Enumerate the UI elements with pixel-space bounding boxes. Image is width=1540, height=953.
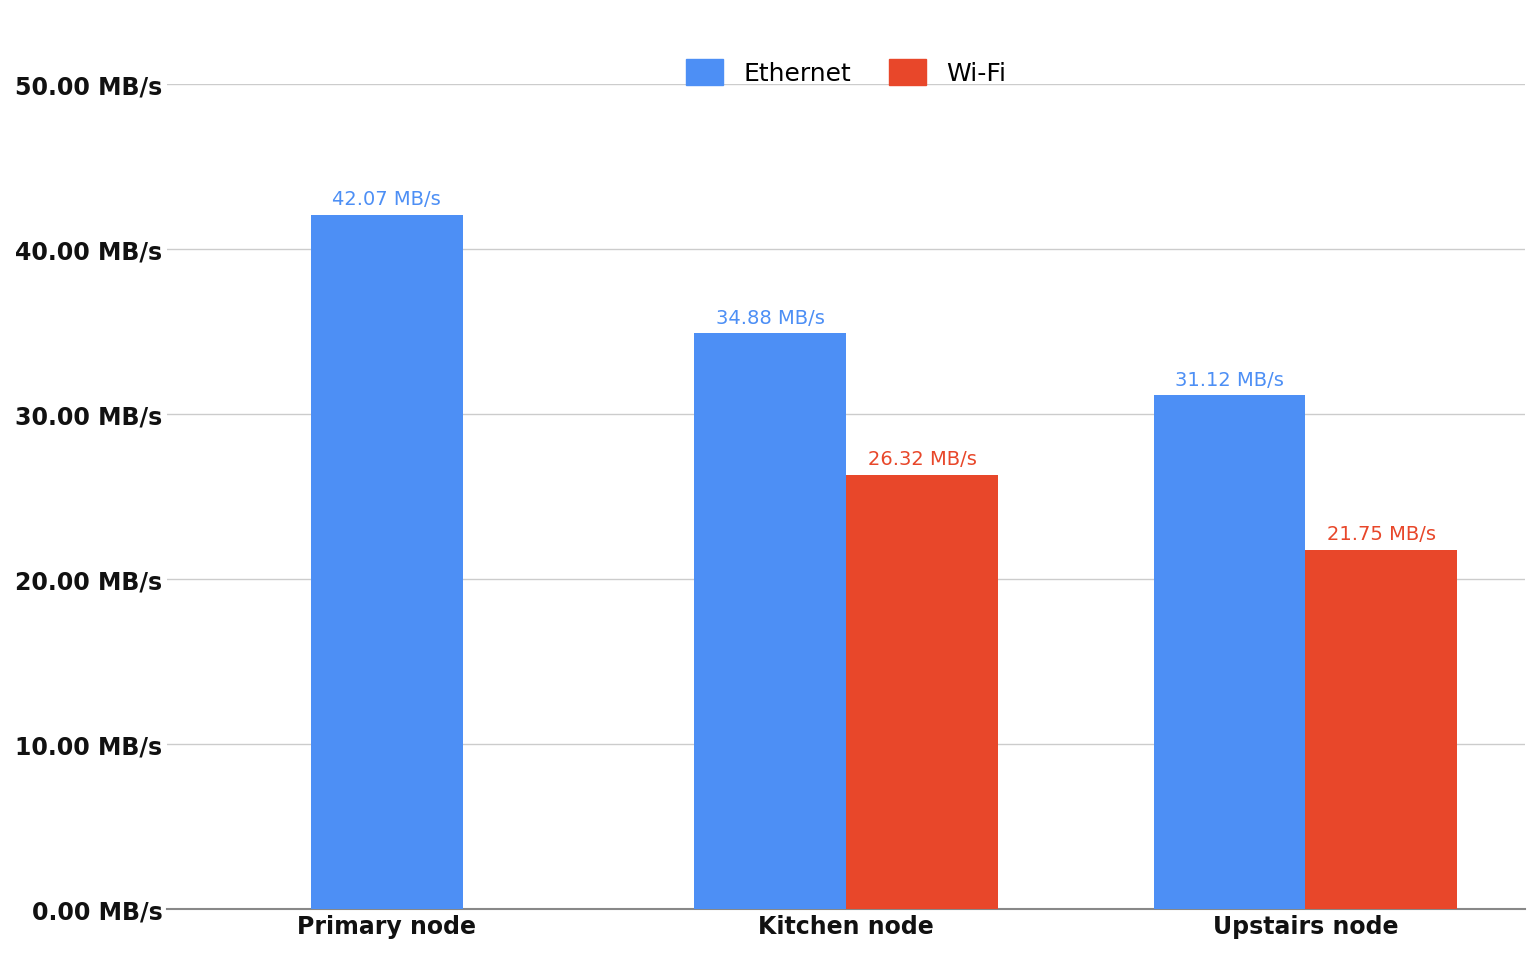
- Text: 31.12 MB/s: 31.12 MB/s: [1175, 371, 1284, 390]
- Bar: [695, 334, 845, 909]
- Bar: [1153, 396, 1306, 909]
- Text: 26.32 MB/s: 26.32 MB/s: [867, 450, 976, 469]
- Bar: [845, 476, 998, 909]
- Text: 21.75 MB/s: 21.75 MB/s: [1327, 525, 1435, 544]
- Bar: [1306, 551, 1457, 909]
- Bar: [311, 215, 462, 909]
- Text: 42.07 MB/s: 42.07 MB/s: [333, 190, 440, 209]
- Text: 34.88 MB/s: 34.88 MB/s: [716, 309, 824, 328]
- Legend: Ethernet, Wi-Fi: Ethernet, Wi-Fi: [673, 48, 1018, 99]
